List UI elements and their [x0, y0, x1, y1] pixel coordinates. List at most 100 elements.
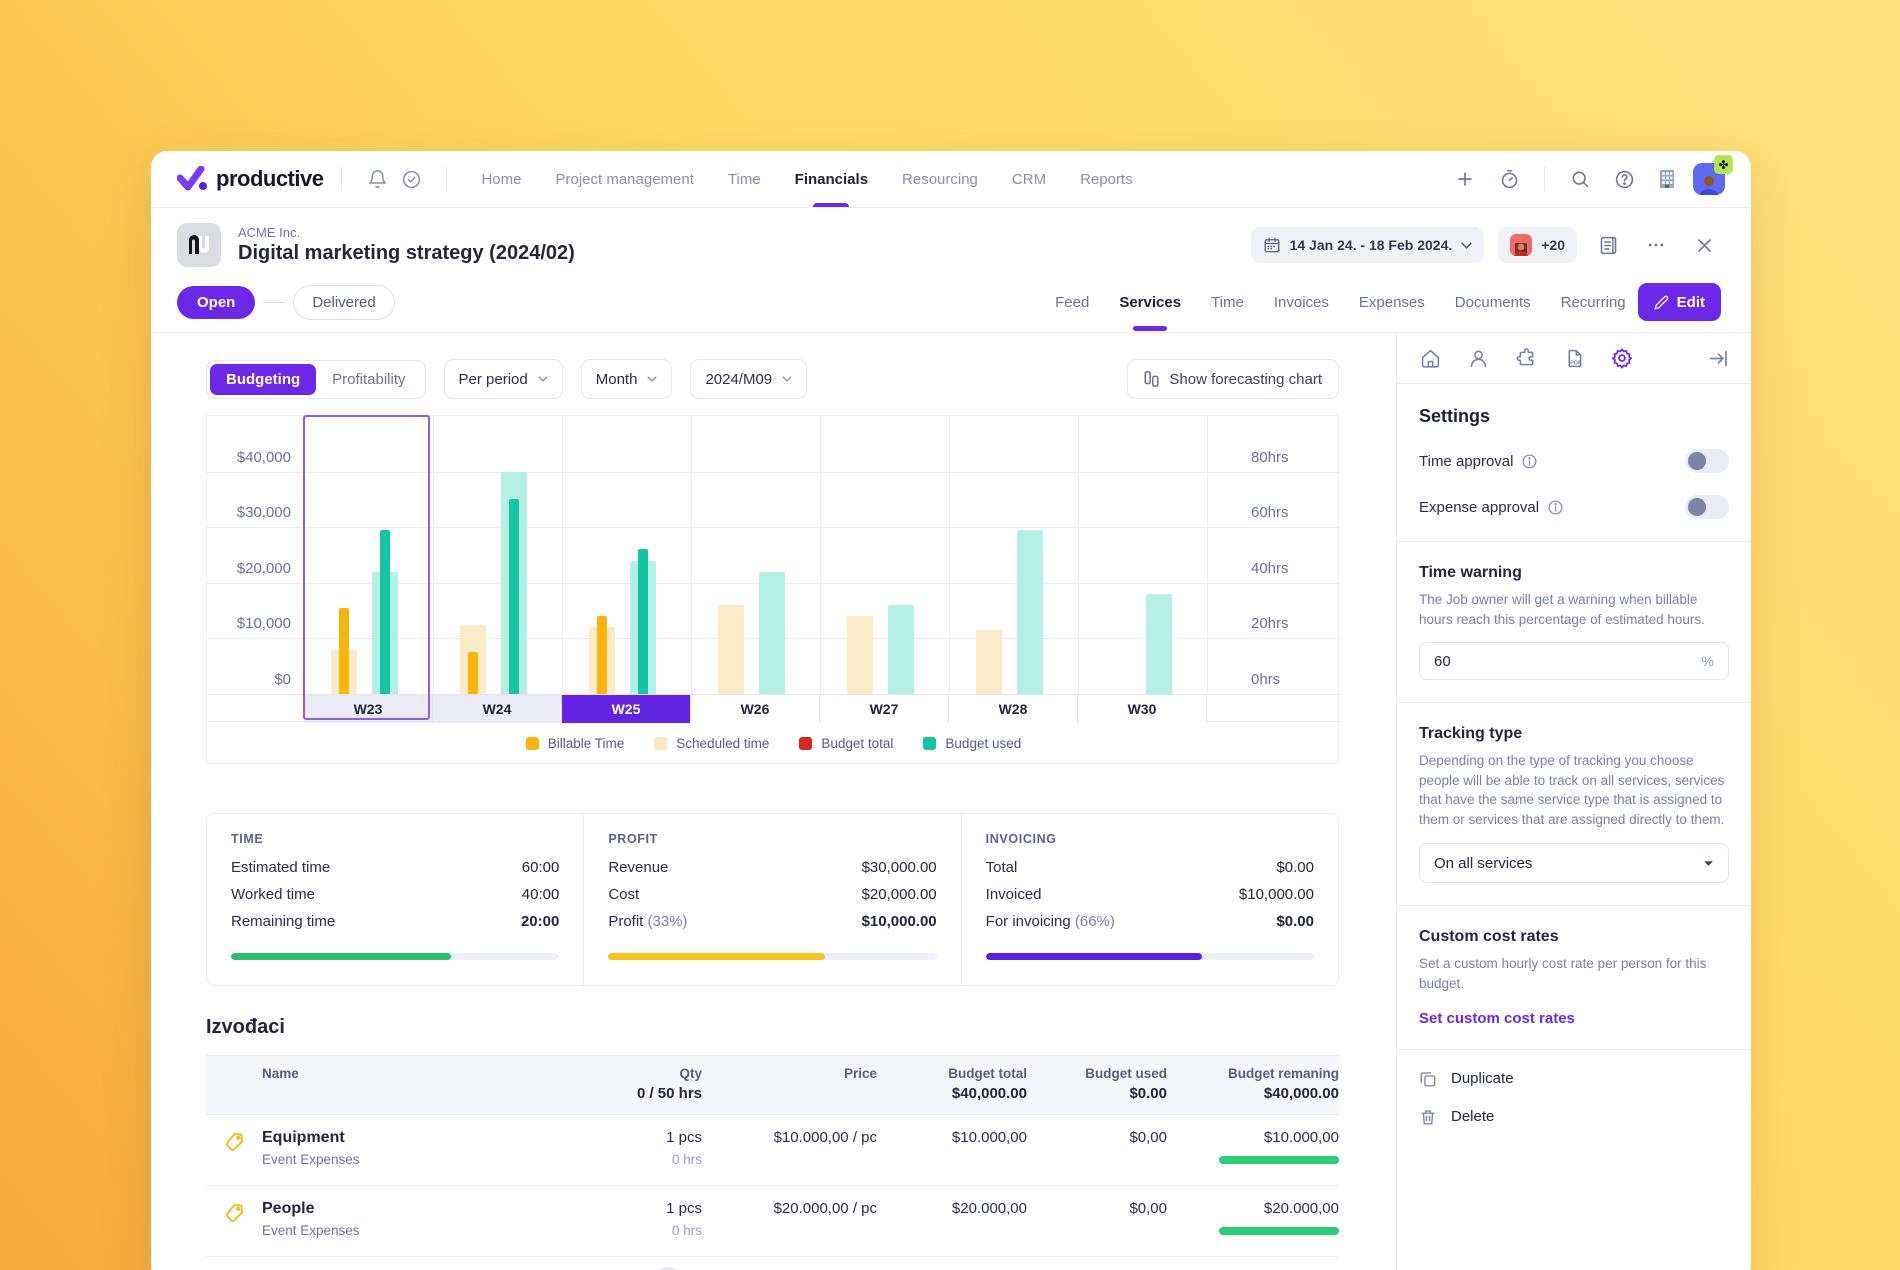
column-header-price: Price	[702, 1066, 877, 1102]
pdf-document-icon[interactable]: PDF	[1563, 347, 1585, 369]
organization-building-icon[interactable]	[1651, 163, 1683, 195]
search-icon[interactable]	[1563, 162, 1597, 196]
table-row-people[interactable]: PeopleEvent Expenses1 pcs0 hrs$20.000,00…	[206, 1186, 1339, 1257]
close-icon[interactable]	[1687, 228, 1721, 262]
tab-time[interactable]: Time	[1211, 280, 1244, 324]
tab-feed[interactable]: Feed	[1055, 280, 1089, 324]
price-value: $10.000,00 / pc	[702, 1129, 877, 1146]
services-section-title: Izvođaci	[206, 1016, 1339, 1039]
week-cell-w30[interactable]: W30	[1078, 695, 1207, 723]
tab-invoices[interactable]: Invoices	[1274, 280, 1329, 324]
summary-row-remaining-time: Remaining time20:00	[231, 913, 559, 940]
bar-billable-time-w23	[339, 608, 349, 694]
budget-remaining-bar	[1219, 1227, 1339, 1235]
tag-icon	[223, 1202, 245, 1224]
chart-plot-area: $40,000$30,000$20,000$10,000$080hrs60hrs…	[207, 416, 1340, 722]
approvals-check-icon[interactable]	[394, 162, 428, 196]
members-pill[interactable]: +20	[1498, 227, 1577, 263]
person-icon[interactable]	[1467, 347, 1489, 369]
budget-header: ACME Inc. Digital marketing strategy (20…	[151, 208, 1751, 277]
nav-link-time[interactable]: Time	[728, 151, 761, 207]
nav-link-crm[interactable]: CRM	[1012, 151, 1046, 207]
duplicate-button[interactable]: Duplicate	[1419, 1070, 1729, 1088]
month-dropdown[interactable]: 2024/M09	[690, 359, 807, 399]
help-icon[interactable]	[1607, 162, 1641, 196]
table-row-equipment[interactable]: EquipmentEvent Expenses1 pcs0 hrs$10.000…	[206, 1115, 1339, 1186]
date-range-picker[interactable]: 14 Jan 24. - 18 Feb 2024.	[1251, 227, 1485, 263]
settings-gear-icon[interactable]	[1611, 347, 1633, 369]
integrations-puzzle-icon[interactable]	[1515, 347, 1537, 369]
tab-expenses[interactable]: Expenses	[1359, 280, 1425, 324]
tracking-type-title: Tracking type	[1419, 725, 1729, 743]
expense-approval-toggle[interactable]	[1685, 495, 1729, 519]
client-logo[interactable]	[177, 223, 221, 267]
status-open-button[interactable]: Open	[177, 286, 255, 319]
set-custom-cost-rates-link[interactable]: Set custom cost rates	[1419, 1010, 1729, 1027]
bar-scheduled-time-w26	[718, 605, 744, 694]
week-cell-w27[interactable]: W27	[820, 695, 949, 723]
status-delivered-button[interactable]: Delivered	[293, 285, 394, 320]
current-week-outline	[303, 415, 430, 720]
nav-link-reports[interactable]: Reports	[1080, 151, 1133, 207]
week-cell-w25[interactable]: W25	[562, 695, 691, 723]
brand-logo[interactable]: productive	[177, 166, 323, 192]
delete-label: Delete	[1451, 1108, 1494, 1125]
nav-link-resourcing[interactable]: Resourcing	[902, 151, 978, 207]
user-avatar[interactable]: ✤	[1693, 163, 1725, 195]
view-toggle-profitability[interactable]: Profitability	[316, 364, 421, 395]
hours-axis-label: 60hrs	[1251, 504, 1289, 521]
expense-approval-row: Expense approval	[1419, 495, 1729, 519]
legend-item-budget-total[interactable]: Budget total	[799, 736, 893, 751]
view-toggle-budgeting[interactable]: Budgeting	[210, 364, 316, 395]
summary-card-invoicing: INVOICINGTotal$0.00Invoiced$10,000.00For…	[961, 814, 1338, 985]
summary-card-profit: PROFITRevenue$30,000.00Cost$20,000.00Pro…	[583, 814, 960, 985]
granularity-dropdown[interactable]: Month	[581, 359, 673, 399]
tab-documents[interactable]: Documents	[1455, 280, 1531, 324]
member-avatar	[1510, 234, 1532, 256]
divider	[1397, 541, 1751, 542]
service-type-link[interactable]: Event Expenses	[262, 1152, 582, 1167]
bar-budget-total-w30	[1146, 594, 1172, 694]
add-plus-icon[interactable]	[1448, 162, 1482, 196]
tracking-type-select[interactable]: On all services	[1419, 843, 1729, 883]
edit-button[interactable]: Edit	[1638, 283, 1721, 321]
more-options-icon[interactable]	[1639, 228, 1673, 262]
status-connector	[263, 302, 285, 303]
gridline	[1078, 416, 1079, 694]
nav-link-project-management[interactable]: Project management	[555, 151, 693, 207]
time-approval-toggle[interactable]	[1685, 449, 1729, 473]
delete-button[interactable]: Delete	[1419, 1108, 1729, 1126]
services-table: Name Qty 0 / 50 hrs Price Budget total $…	[206, 1055, 1339, 1270]
tab-recurring[interactable]: Recurring	[1561, 280, 1626, 324]
collapse-sidebar-icon[interactable]	[1707, 347, 1729, 369]
service-type-link[interactable]: Event Expenses	[262, 1223, 582, 1238]
week-cell-w24[interactable]: W24	[433, 695, 562, 723]
week-cell-w26[interactable]: W26	[691, 695, 820, 723]
chevron-down-icon	[1461, 242, 1472, 249]
qty-hours: 0 hrs	[582, 1152, 702, 1167]
timer-stopwatch-icon[interactable]	[1492, 162, 1526, 196]
notifications-bell-icon[interactable]	[360, 162, 394, 196]
week-cell-w28[interactable]: W28	[949, 695, 1078, 723]
chevron-down-icon	[538, 376, 548, 382]
copy-icon	[1419, 1070, 1437, 1088]
legend-item-budget-used[interactable]: Budget used	[923, 736, 1021, 751]
legend-swatch	[654, 737, 667, 750]
legend-item-billable-time[interactable]: Billable Time	[526, 736, 625, 751]
show-forecasting-chart-button[interactable]: Show forecasting chart	[1127, 359, 1339, 399]
period-dropdown[interactable]: Per period	[444, 359, 563, 399]
hours-axis-label: 40hrs	[1251, 560, 1289, 577]
nav-link-financials[interactable]: Financials	[795, 151, 868, 207]
forecast-button-label: Show forecasting chart	[1169, 371, 1322, 388]
nav-link-home[interactable]: Home	[481, 151, 521, 207]
home-icon[interactable]	[1419, 347, 1441, 369]
time-warning-input[interactable]: 60 %	[1419, 642, 1729, 680]
notes-panel-icon[interactable]	[1591, 228, 1625, 262]
main-content: BudgetingProfitability Per period Month …	[151, 333, 1396, 1270]
week-cell-w23[interactable]: W23	[304, 695, 433, 723]
tab-services[interactable]: Services	[1119, 280, 1181, 324]
qty-hours: 0 hrs	[582, 1223, 702, 1238]
legend-item-scheduled-time[interactable]: Scheduled time	[654, 736, 769, 751]
gridline	[1207, 416, 1208, 694]
time-progress-bar	[231, 953, 559, 960]
